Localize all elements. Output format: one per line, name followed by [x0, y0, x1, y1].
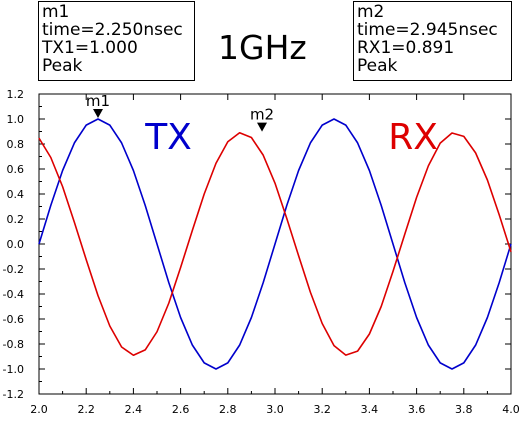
- y-tick-label: 1.0: [7, 113, 25, 126]
- marker-m2-triangle-icon: [257, 122, 268, 132]
- x-tick-label: 2.6: [172, 403, 190, 416]
- y-tick-label: 1.2: [7, 88, 25, 101]
- y-tick-label: -1.2: [3, 388, 24, 401]
- chart-title: 1GHz: [218, 28, 307, 67]
- y-tick-label: -0.6: [3, 313, 24, 326]
- x-tick-label: 3.6: [408, 403, 426, 416]
- marker-m2-line-time: time=2.945nsec: [357, 20, 498, 40]
- series-rx-line: [38, 131, 512, 357]
- marker-m1-line-value: TX1=1.000: [42, 38, 138, 58]
- y-tick-label: 0.6: [7, 163, 25, 176]
- x-tick-label: 3.2: [313, 403, 331, 416]
- y-tick-label: -1.0: [3, 363, 24, 376]
- series-tx-line: [38, 118, 512, 370]
- x-tick-label: 2.8: [219, 403, 237, 416]
- x-tick-label: 4.0: [502, 403, 520, 416]
- y-tick-label: -0.8: [3, 338, 24, 351]
- marker-m1-line-mode: Peak: [42, 56, 83, 76]
- x-tick-label: 2.4: [125, 403, 143, 416]
- x-tick-label: 2.0: [30, 403, 48, 416]
- x-tick-label: 3.0: [266, 403, 284, 416]
- y-tick-label: -0.2: [3, 263, 24, 276]
- marker-m2-line-value: RX1=0.891: [357, 38, 455, 58]
- marker-m1-line-time: time=2.250nsec: [42, 20, 183, 40]
- y-tick-label: 0.4: [7, 188, 25, 201]
- x-tick-label: 3.8: [455, 403, 473, 416]
- marker-m2-readout: m2 time=2.945nsec RX1=0.891 Peak: [353, 1, 512, 81]
- annotation-tx-label: TX: [144, 117, 192, 158]
- marker-m1-label: m1: [86, 92, 110, 110]
- marker-m2-label: m2: [250, 106, 274, 124]
- annotation-rx-label: RX: [388, 117, 438, 158]
- marker-m1-line-name: m1: [42, 2, 70, 22]
- y-tick-label: 0.0: [7, 238, 25, 251]
- y-tick-label: 0.8: [7, 138, 25, 151]
- y-tick-label: 0.2: [7, 213, 25, 226]
- marker-m1-readout: m1 time=2.250nsec TX1=1.000 Peak: [38, 1, 195, 81]
- x-tick-label: 3.4: [361, 403, 379, 416]
- marker-m2-line-name: m2: [357, 2, 385, 22]
- y-tick-label: -0.4: [3, 288, 24, 301]
- marker-m1-triangle-icon: [93, 109, 103, 118]
- marker-m2-line-mode: Peak: [357, 56, 398, 76]
- x-tick-label: 2.2: [77, 403, 95, 416]
